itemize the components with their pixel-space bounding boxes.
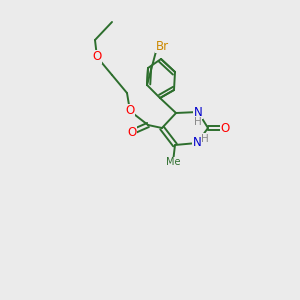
- Text: O: O: [125, 104, 135, 118]
- Text: O: O: [92, 50, 102, 64]
- Text: H: H: [194, 117, 202, 127]
- Text: O: O: [128, 125, 136, 139]
- Text: N: N: [194, 106, 202, 118]
- Text: N: N: [193, 136, 201, 149]
- Text: Me: Me: [166, 157, 180, 167]
- Text: H: H: [201, 134, 209, 144]
- Text: Br: Br: [155, 40, 169, 52]
- Text: O: O: [220, 122, 230, 134]
